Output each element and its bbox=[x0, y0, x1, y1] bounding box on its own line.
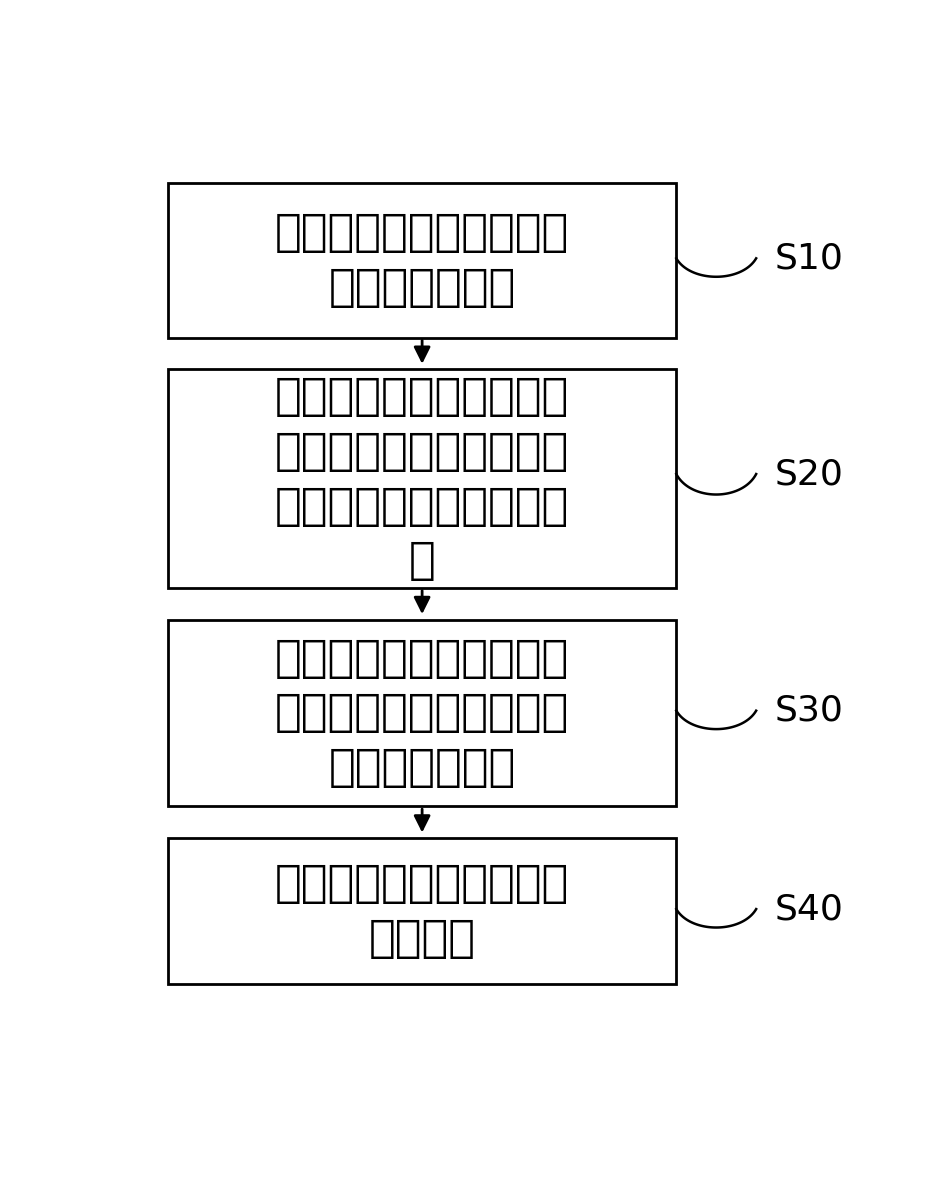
Text: S40: S40 bbox=[773, 892, 842, 926]
Bar bbox=[168, 369, 676, 587]
Text: S10: S10 bbox=[773, 241, 842, 275]
Text: 将已经达成共识的交易打
包进块。: 将已经达成共识的交易打 包进块。 bbox=[274, 862, 569, 960]
Bar bbox=[168, 619, 676, 806]
Text: S30: S30 bbox=[773, 694, 842, 728]
Text: 在状态库上对不同类型操
作进行不同处理: 在状态库上对不同类型操 作进行不同处理 bbox=[274, 212, 569, 310]
Bar bbox=[168, 183, 676, 338]
Bar bbox=[168, 838, 676, 983]
Text: 所有生产节点对交易执行
结果投票，并根据投票结
果达成交易共识: 所有生产节点对交易执行 结果投票，并根据投票结 果达成交易共识 bbox=[274, 637, 569, 790]
Text: 对交易按照受理节点进行
分组，得到多个交易队列
，多个队列的交易并行执
行: 对交易按照受理节点进行 分组，得到多个交易队列 ，多个队列的交易并行执 行 bbox=[274, 375, 569, 583]
Text: S20: S20 bbox=[773, 457, 842, 491]
